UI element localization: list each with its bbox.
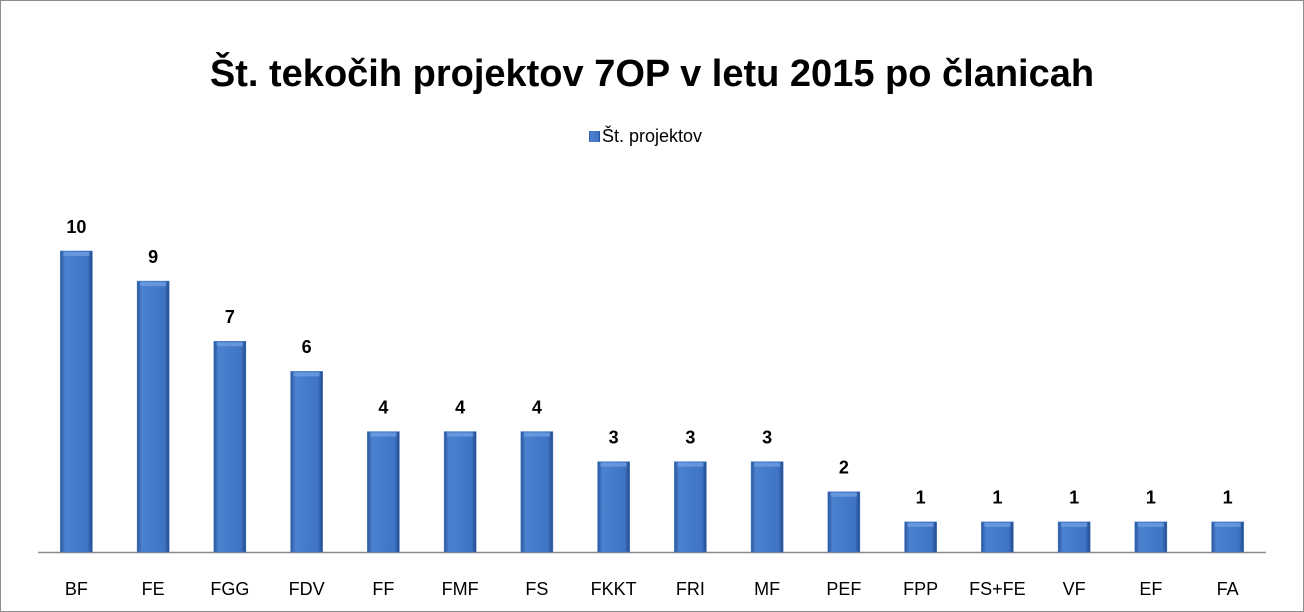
x-tick-label: MF [754,579,780,599]
bar [520,431,554,553]
x-tick-label: FPP [903,579,938,599]
data-label: 3 [685,427,695,447]
x-tick-label: FF [372,579,394,599]
bar [1134,521,1168,553]
data-label: 2 [839,458,849,478]
bar-bevel [293,372,320,377]
bar-bevel [370,432,397,437]
legend-label: Št. projektov [602,125,702,146]
x-tick-label: FRI [676,579,705,599]
x-tick-label: FE [142,579,165,599]
x-tick-label: FS+FE [969,579,1026,599]
data-label: 4 [532,397,542,417]
data-label: 1 [992,488,1002,508]
bar-bevel [63,252,90,256]
bar [136,280,170,553]
bar-bevel [677,462,704,467]
bar-bevel [600,462,627,467]
bar [443,431,477,553]
data-label: 10 [66,217,86,237]
data-label: 1 [916,488,926,508]
bar [60,250,93,553]
x-tick-label: FA [1217,579,1239,599]
data-label: 9 [148,247,158,267]
data-label: 3 [609,427,619,447]
bar [904,521,937,553]
bar-bevel [523,432,550,437]
bar-bevel [984,522,1011,527]
bar-bevel [1137,522,1164,527]
bar [981,521,1014,553]
legend-swatch [589,131,600,142]
bar [367,431,400,553]
x-tick-label: EF [1139,579,1162,599]
bar [1057,521,1091,553]
data-label: 6 [302,337,312,357]
data-label: 3 [762,427,772,447]
x-tick-label: FMF [442,579,479,599]
chart-title: Št. tekočih projektov 7OP v letu 2015 po… [210,50,1094,95]
x-tick-label: PEF [826,579,861,599]
data-label: 1 [1146,488,1156,508]
bar [827,491,861,553]
x-tick-label: BF [65,579,88,599]
x-tick-label: FDV [289,579,325,599]
bar [213,341,247,553]
bar [674,461,707,553]
data-label: 1 [1223,488,1233,508]
bar-bevel [216,342,243,347]
x-tick-label: FGG [210,579,249,599]
bar-bevel [1214,522,1241,527]
data-label: 4 [378,397,388,417]
bar-bevel [830,492,857,497]
x-tick-label: FKKT [591,579,637,599]
bar-bevel [140,282,167,287]
bar [1211,521,1244,553]
x-tick-label: FS [525,579,548,599]
data-label: 1 [1069,488,1079,508]
bar [290,371,323,553]
bar-bevel [907,522,934,527]
data-label: 7 [225,307,235,327]
bar-bevel [754,462,781,467]
bar-bevel [447,432,474,437]
bar-bevel [1061,522,1088,527]
data-label: 4 [455,397,465,417]
bar [597,461,630,553]
bar [750,461,784,553]
x-tick-label: VF [1063,579,1086,599]
